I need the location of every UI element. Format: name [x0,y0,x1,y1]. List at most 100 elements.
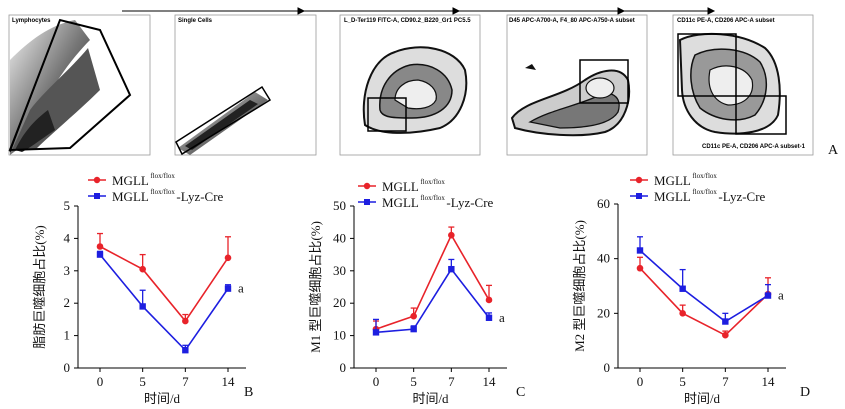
series-line-1 [99,254,229,352]
data-point [182,317,189,325]
data-point [485,296,493,304]
data-point [96,251,104,258]
data-point [448,231,455,239]
y-tick-label: 1 [64,328,71,343]
y-axis-label: M1 型巨噬细胞占比(%) [308,221,323,353]
significance-label: a [499,310,505,325]
data-point [410,312,417,320]
y-tick-label: 0 [604,360,611,375]
flow-plot-cd11c-cd206 [672,14,814,156]
x-tick-label: 14 [762,374,776,389]
y-tick-label: 20 [597,305,610,320]
data-point [722,331,729,339]
flow-plot-lymphocytes [8,14,151,156]
y-tick-label: 0 [340,360,347,375]
legend-suffix-2: -Lyz-Cre [176,189,223,204]
x-tick-label: 7 [722,374,729,389]
legend-label-2: MGLL [112,189,149,204]
y-axis-label: 脂肪巨噬细胞占比(%) [32,225,47,349]
data-point [448,265,455,273]
y-tick-label: 10 [333,328,346,343]
y-tick-label: 0 [64,360,71,375]
x-tick-label: 7 [448,374,455,389]
x-tick-label: 14 [222,374,236,389]
legend-marker-blue [364,199,370,205]
x-tick-label: 0 [373,374,380,389]
flow-title-2: Single Cells [178,18,213,24]
x-tick-label: 0 [97,374,104,389]
x-tick-label: 5 [679,374,686,389]
flow-plot-ld-ter119 [339,14,481,156]
panel-label-b: B [244,385,254,400]
legend-marker-red [93,176,101,184]
panel-label-a: A [828,143,839,158]
legend-sup-1: flox/flox [420,178,445,186]
legend-label-1: MGLL [382,179,419,194]
series-line-0 [99,245,229,323]
x-axis-label: 时间/d [412,391,449,406]
data-point [764,292,772,299]
y-tick-label: 30 [333,263,346,278]
panel-label-d: D [800,385,811,400]
legend-sup-1: flox/flox [692,172,717,180]
legend-sup-1: flox/flox [150,172,175,180]
series-line-0 [375,233,490,330]
flow-gating-strip: Lymphocytes Single Cells L_D-Ter119 FITC… [8,7,814,156]
series-line-1 [375,267,490,334]
x-tick-label: 5 [410,374,417,389]
data-point [410,325,417,333]
data-point [224,254,232,262]
data-point [96,243,104,250]
legend-suffix-2: -Lyz-Cre [446,195,493,210]
legend-sup-2: flox/flox [692,188,717,196]
y-tick-label: 20 [333,295,346,310]
legend-sup-2: flox/flox [150,188,175,196]
legend-marker-red [363,182,371,190]
flow-title-3: L_D-Ter119 FITC-A, CD90.2_B220_Gr1 PC5.5 [344,18,471,24]
y-tick-label: 50 [333,198,346,213]
data-point [139,265,146,273]
legend-suffix-2: -Lyz-Cre [718,189,765,204]
flow-title-5: CD11c PE-A, CD206 APC-A subset [677,18,775,24]
legend-label-1: MGLL [112,173,149,188]
data-point [679,310,686,317]
legend-label-1: MGLL [654,173,691,188]
flow-title-1: Lymphocytes [12,18,51,24]
data-point [139,303,146,310]
x-tick-label: 14 [483,374,497,389]
x-tick-label: 7 [182,374,189,389]
flow-footer-5: CD11c PE-A, CD206 APC-A subset-1 [702,144,806,150]
data-point [182,346,189,354]
legend-marker-blue [94,193,100,199]
data-point [636,247,644,254]
significance-label: a [238,281,244,296]
flow-plot-f480 [506,14,648,156]
y-tick-label: 4 [64,230,71,245]
y-tick-label: 60 [597,196,610,211]
x-axis-label: 时间/d [144,391,181,406]
x-axis-label: 时间/d [684,391,721,406]
flow-plot-single-cells [174,14,317,156]
flow-title-4: D45 APC-A700-A, F4_80 APC-A750-A subset [509,18,635,24]
data-point [485,314,493,321]
y-tick-label: 40 [333,230,346,245]
legend-marker-blue [636,193,642,199]
y-tick-label: 3 [64,263,71,278]
series-line-1 [639,249,769,323]
x-tick-label: 0 [637,374,644,389]
data-point [372,329,380,336]
data-point [722,318,729,325]
data-point [224,285,232,292]
panel-label-c: C [516,385,526,400]
legend-label-2: MGLL [654,189,691,204]
legend-label-2: MGLL [382,195,419,210]
legend-sup-2: flox/flox [420,194,445,202]
y-axis-label: M2 型巨噬细胞占比(%) [572,220,587,352]
y-tick-label: 5 [64,198,71,213]
y-tick-label: 2 [64,295,71,310]
